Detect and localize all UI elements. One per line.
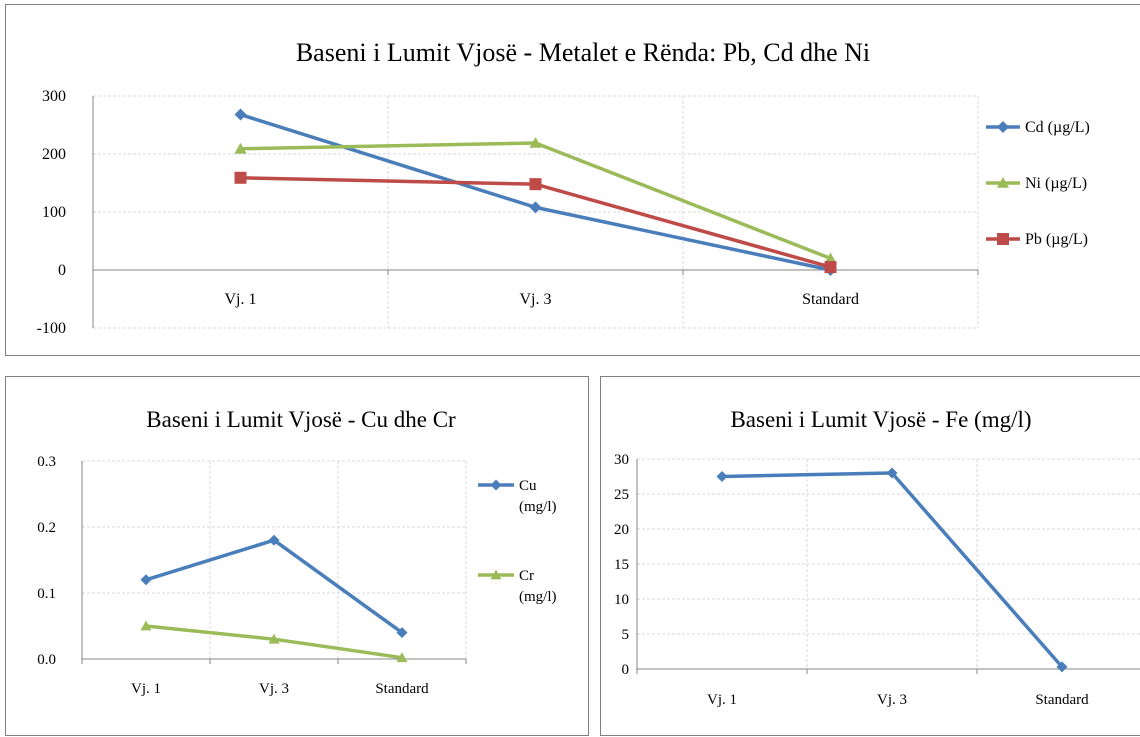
chart-title: Baseni i Lumit Vjosë - Cu dhe Cr xyxy=(146,407,456,432)
x-tick-label: Standard xyxy=(802,291,859,308)
legend-label-cu: Cu xyxy=(519,478,537,494)
y-tick-label: 100 xyxy=(42,204,66,221)
y-tick-label: 15 xyxy=(614,557,629,573)
y-tick-label: 200 xyxy=(42,146,66,163)
data-point-cu xyxy=(396,627,408,639)
x-tick-label: Vj. 3 xyxy=(520,291,552,308)
series-line-cu xyxy=(145,538,404,635)
data-point-cu xyxy=(268,534,280,546)
series-line-fe xyxy=(721,471,1064,669)
x-tick-label: Vj. 1 xyxy=(707,692,737,708)
y-tick-label: 25 xyxy=(614,487,629,503)
data-point-cu xyxy=(140,574,152,586)
x-tick-label: Vj. 3 xyxy=(259,681,289,697)
data-point-cr xyxy=(268,633,280,644)
legend-label-cr: (mg/l) xyxy=(519,589,557,605)
legend-marker-pb xyxy=(997,233,1009,245)
legend-marker-cu xyxy=(490,479,502,491)
data-point-cd xyxy=(234,108,247,121)
data-point-cd xyxy=(529,201,542,214)
y-tick-label: 5 xyxy=(622,627,630,643)
y-tick-label: 0 xyxy=(58,262,66,279)
x-tick-label: Standard xyxy=(1035,692,1089,708)
data-point-pb xyxy=(824,261,837,274)
legend-label-pb: Pb (µg/L) xyxy=(1025,231,1088,248)
data-point-fe xyxy=(716,471,728,482)
data-point-pb xyxy=(234,171,247,184)
chart-title: Baseni i Lumit Vjosë - Metalet e Rënda: … xyxy=(296,38,870,67)
legend-marker-ni xyxy=(997,177,1009,188)
legend-label-ni: Ni (µg/L) xyxy=(1025,175,1087,192)
y-tick-label: 30 xyxy=(614,452,629,468)
y-tick-label: 0.2 xyxy=(37,520,56,536)
fe-chart: Baseni i Lumit Vjosë - Fe (mg/l) 0 5 10 15 20… xyxy=(614,407,1140,708)
legend-marker-cr xyxy=(490,569,502,580)
y-tick-label: 0.1 xyxy=(37,586,56,602)
y-tick-label: 10 xyxy=(614,592,629,608)
data-point-cr xyxy=(140,620,152,631)
chart-panel-heavy-metals: Baseni i Lumit Vjosë - Metalet e Rënda: … xyxy=(5,4,1140,356)
legend-marker-cd xyxy=(997,121,1009,133)
legend-label-cd: Cd (µg/L) xyxy=(1025,119,1090,136)
x-tick-label: Standard xyxy=(375,681,429,697)
chart-panel-cu-cr: Baseni i Lumit Vjosë - Cu dhe Cr 0.0 0.1 0.… xyxy=(5,376,589,736)
data-point-ni xyxy=(529,136,542,148)
x-tick-label: Vj. 1 xyxy=(131,681,161,697)
y-tick-label: 0.3 xyxy=(37,454,56,470)
data-point-pb xyxy=(529,178,542,191)
y-tick-label: 300 xyxy=(42,88,66,105)
y-tick-label: 0.0 xyxy=(37,652,56,668)
legend-label-cr: Cr xyxy=(519,568,534,584)
y-tick-label: -100 xyxy=(37,320,66,337)
data-point-cr xyxy=(396,652,408,663)
heavy-metals-chart: Baseni i Lumit Vjosë - Metalet e Rënda: … xyxy=(37,38,1090,337)
legend-label-cu: (mg/l) xyxy=(519,499,557,515)
x-tick-label: Vj. 1 xyxy=(225,291,257,308)
data-point-fe xyxy=(886,467,898,479)
chart-panel-fe: Baseni i Lumit Vjosë - Fe (mg/l) 0 5 10 15 20… xyxy=(600,376,1140,736)
chart-title: Baseni i Lumit Vjosë - Fe (mg/l) xyxy=(730,407,1031,432)
y-tick-label: 0 xyxy=(622,662,630,678)
data-point-ni xyxy=(824,252,837,264)
y-tick-label: 20 xyxy=(614,522,629,538)
x-tick-label: Vj. 3 xyxy=(877,692,907,708)
data-point-fe xyxy=(1056,661,1068,673)
data-point-ni xyxy=(234,142,247,154)
cu-cr-chart: Baseni i Lumit Vjosë - Cu dhe Cr 0.0 0.1 0.… xyxy=(37,407,557,697)
